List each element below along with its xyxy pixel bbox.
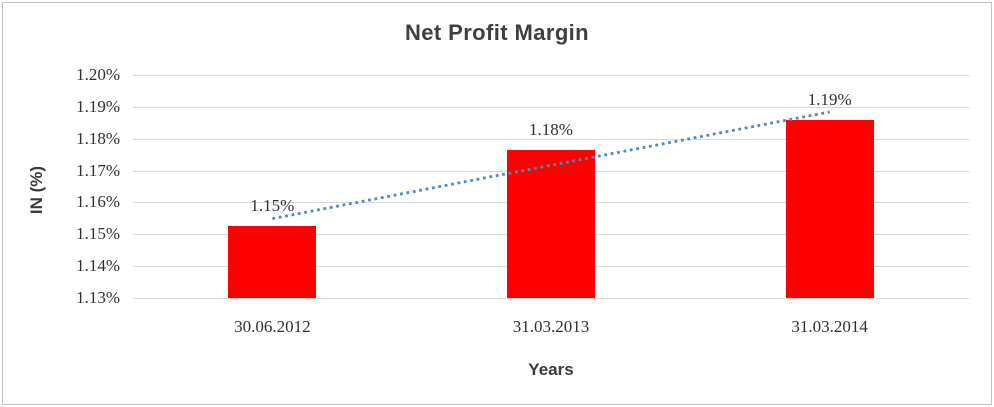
y-tick-label: 1.14% (76, 256, 120, 276)
plot-area: 1.15% 1.18% 1.19% (133, 75, 969, 299)
gridline (133, 75, 969, 76)
chart-title: Net Profit Margin (404, 20, 590, 45)
y-tick-label: 1.16% (76, 192, 120, 212)
y-tick-label: 1.17% (76, 160, 120, 180)
x-tick-label: 31.03.2013 (512, 317, 590, 336)
x-axis-title: Years (528, 360, 574, 379)
x-tick-label: 31.03.2014 (791, 317, 868, 336)
data-label: 1.15% (250, 196, 295, 216)
bar-31.03.2013 (507, 149, 595, 298)
y-tick-label: 1.19% (76, 96, 120, 116)
data-label: 1.19% (807, 89, 852, 109)
y-tick-label: 1.15% (76, 224, 120, 244)
gridline (133, 138, 969, 140)
y-tick-label: 1.20% (76, 65, 120, 84)
data-label: 1.18% (529, 119, 573, 139)
x-tick-label: 30.06.2012 (234, 317, 311, 336)
gridline (133, 298, 969, 299)
y-tick-label: 1.18% (76, 128, 120, 148)
gridline (133, 106, 969, 108)
bar-30.06.2012 (228, 226, 317, 298)
y-tick-label: 1.13% (76, 288, 120, 307)
bar-31.03.2014 (785, 119, 874, 298)
